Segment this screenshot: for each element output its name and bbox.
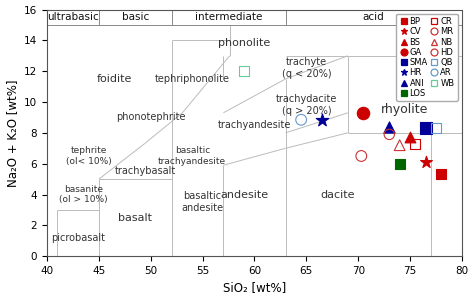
Point: [240, 69, 248, 74]
Text: intermediate: intermediate: [195, 12, 262, 22]
Text: picrobasalt: picrobasalt: [51, 233, 105, 243]
Point: [406, 135, 414, 140]
Text: trachydacite
(q > 20%): trachydacite (q > 20%): [276, 94, 337, 116]
Text: tephrite
(ol< 10%): tephrite (ol< 10%): [66, 146, 111, 166]
Point: [422, 126, 429, 130]
Text: trachybasalt: trachybasalt: [115, 167, 176, 176]
Point: [396, 143, 403, 148]
Point: [385, 125, 393, 130]
Point: [357, 154, 365, 158]
Text: basalt: basalt: [118, 213, 152, 223]
Text: phonolite: phonolite: [218, 38, 270, 49]
Point: [411, 141, 419, 146]
Point: [318, 117, 326, 122]
Text: trachyandesite: trachyandesite: [218, 120, 291, 130]
Text: dacite: dacite: [320, 190, 355, 200]
Text: basic: basic: [122, 12, 149, 22]
Text: trachyte
(q < 20%): trachyte (q < 20%): [282, 57, 331, 79]
Legend: BP, CV, BS, GA, SMA, HR, ANI, LOS, CR, MR, NB, HD, QB, AR, WB: BP, CV, BS, GA, SMA, HR, ANI, LOS, CR, M…: [396, 14, 458, 101]
X-axis label: SiO₂ [wt%]: SiO₂ [wt%]: [223, 281, 286, 294]
Text: foidite: foidite: [97, 74, 132, 84]
Text: rhyolite: rhyolite: [381, 103, 428, 116]
Point: [360, 110, 367, 115]
Point: [432, 126, 440, 130]
Text: tephriphonolite: tephriphonolite: [155, 74, 230, 84]
Text: ultrabasic: ultrabasic: [47, 12, 99, 22]
Point: [385, 132, 393, 137]
Point: [438, 172, 445, 177]
Text: acid: acid: [363, 12, 384, 22]
Text: phonotephrite: phonotephrite: [116, 112, 185, 122]
Point: [422, 160, 429, 164]
Text: basaltic
trachyandesite: basaltic trachyandesite: [158, 146, 226, 166]
Point: [297, 117, 305, 122]
Y-axis label: Na₂O + K₂O [wt%]: Na₂O + K₂O [wt%]: [6, 79, 18, 187]
Text: basaltic
andesite: basaltic andesite: [182, 191, 224, 213]
Point: [396, 161, 403, 166]
Text: andesite: andesite: [220, 190, 268, 200]
Text: basanite
(ol > 10%): basanite (ol > 10%): [59, 185, 108, 204]
